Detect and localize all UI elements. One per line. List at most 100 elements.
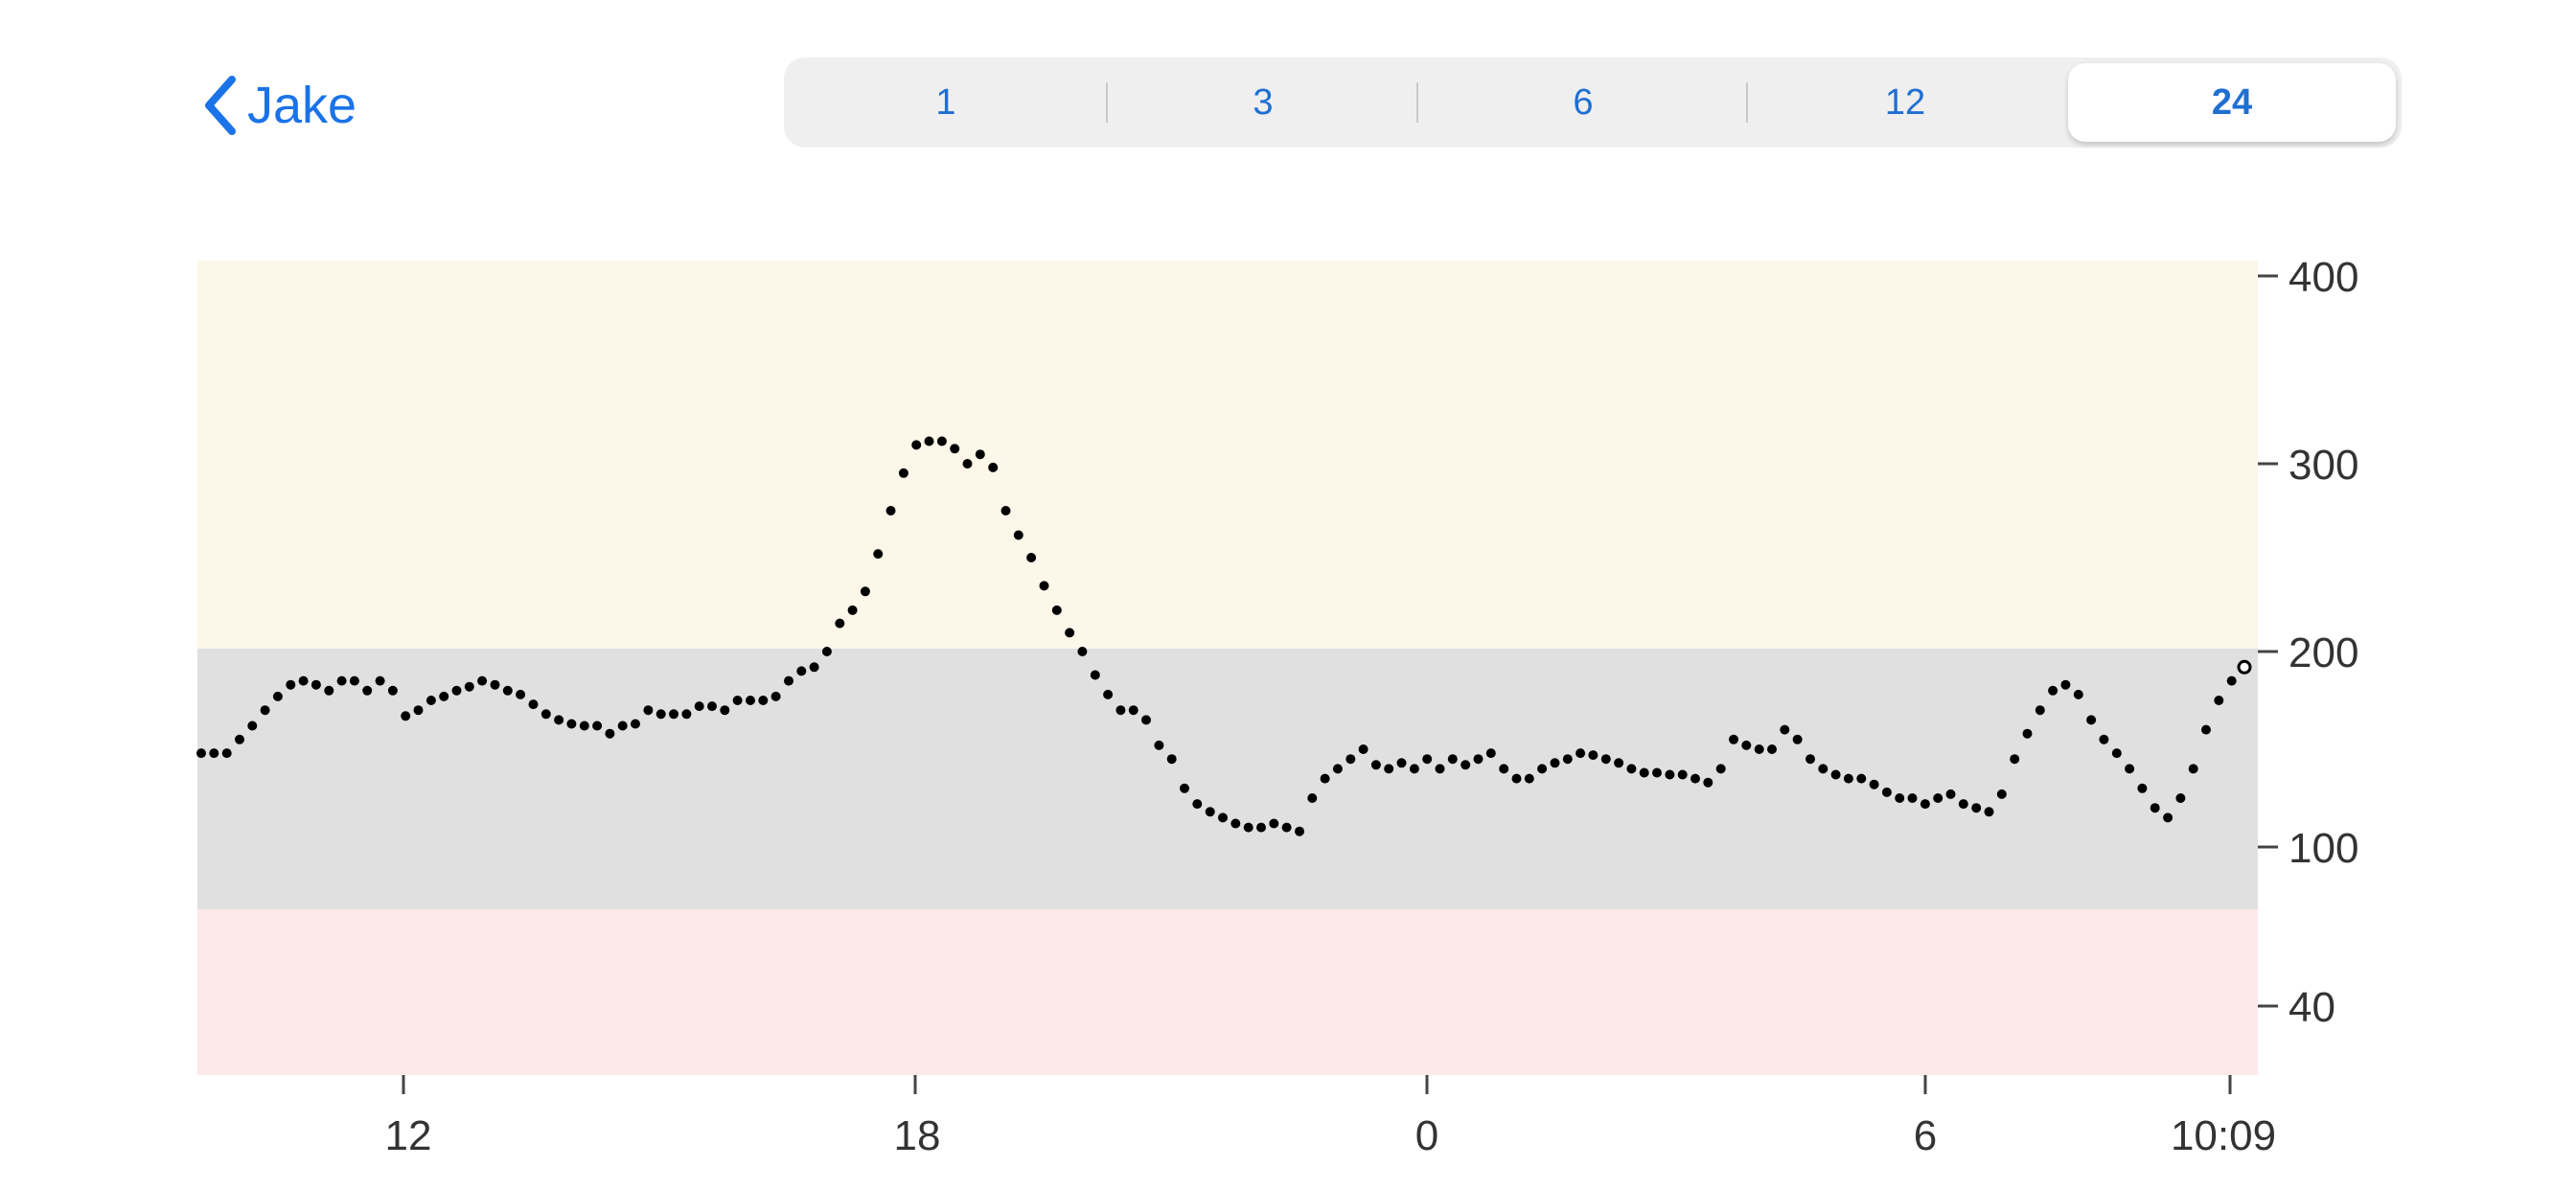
reading-point bbox=[1307, 793, 1318, 803]
back-button[interactable]: Jake bbox=[201, 69, 356, 142]
reading-point bbox=[516, 689, 526, 699]
reading-point bbox=[1754, 744, 1764, 754]
reading-point bbox=[1409, 764, 1419, 774]
reading-point bbox=[247, 721, 258, 731]
reading-point bbox=[490, 679, 500, 690]
reading-point bbox=[477, 675, 488, 686]
reading-point bbox=[1243, 822, 1254, 833]
reading-point bbox=[1741, 740, 1752, 750]
segment-6-hours[interactable]: 6 bbox=[1418, 57, 1748, 148]
reading-point bbox=[272, 691, 283, 701]
x-tick-label: 0 bbox=[1415, 1112, 1438, 1159]
reading-point bbox=[1154, 740, 1164, 750]
reading-point bbox=[1218, 812, 1228, 823]
reading-point bbox=[1384, 764, 1394, 774]
reading-point bbox=[1830, 769, 1841, 780]
reading-point bbox=[1051, 605, 1062, 615]
reading-point bbox=[464, 681, 474, 692]
segment-12-hours[interactable]: 12 bbox=[1884, 81, 1926, 123]
reading-point bbox=[784, 675, 794, 686]
reading-point bbox=[1511, 773, 1522, 784]
reading-point bbox=[1562, 754, 1573, 765]
reading-point bbox=[1065, 628, 1075, 638]
reading-point bbox=[2201, 724, 2211, 735]
reading-point bbox=[1626, 764, 1637, 774]
low-range-band bbox=[197, 909, 2258, 1075]
reading-point bbox=[1090, 670, 1100, 680]
reading-point bbox=[1537, 764, 1548, 774]
reading-point bbox=[426, 696, 436, 705]
reading-point bbox=[1103, 689, 1114, 699]
reading-point bbox=[681, 709, 692, 720]
reading-point bbox=[2035, 705, 2045, 716]
reading-point bbox=[2175, 793, 2186, 803]
reading-point bbox=[260, 705, 270, 716]
reading-point bbox=[732, 696, 743, 705]
reading-point bbox=[1026, 553, 1037, 562]
reading-point bbox=[2214, 696, 2224, 705]
glucose-readings bbox=[196, 436, 2252, 836]
reading-point bbox=[1269, 818, 1279, 829]
reading-point bbox=[1984, 807, 1994, 817]
reading-point bbox=[821, 647, 832, 656]
reading-point bbox=[1230, 818, 1241, 829]
reading-point bbox=[1447, 754, 1458, 765]
reading-point bbox=[2099, 734, 2109, 744]
reading-point bbox=[770, 691, 781, 701]
reading-point bbox=[540, 709, 551, 720]
reading-point bbox=[1435, 764, 1445, 774]
reading-point bbox=[1000, 506, 1011, 515]
reading-point bbox=[1767, 744, 1777, 754]
reading-point bbox=[1600, 754, 1611, 765]
reading-point bbox=[847, 605, 858, 615]
time-range-control[interactable]: 1 3 6 12 24 bbox=[784, 57, 2402, 148]
y-tick-label: 200 bbox=[2288, 629, 2358, 676]
reading-point bbox=[656, 709, 666, 720]
reading-point bbox=[758, 696, 769, 705]
reading-point bbox=[1996, 789, 2007, 799]
reading-point bbox=[2022, 728, 2033, 739]
reading-point bbox=[886, 506, 896, 515]
reading-point bbox=[936, 436, 947, 446]
reading-point bbox=[2137, 783, 2148, 793]
segment-3-hours[interactable]: 3 bbox=[1108, 57, 1418, 148]
reading-point bbox=[809, 662, 819, 673]
reading-point bbox=[1116, 705, 1126, 716]
reading-point bbox=[860, 586, 870, 597]
segment-1-hour[interactable]: 1 bbox=[784, 57, 1108, 148]
reading-point bbox=[1614, 758, 1624, 768]
reading-point bbox=[1665, 769, 1675, 780]
reading-point bbox=[528, 699, 539, 710]
x-tick-label: 12 bbox=[385, 1112, 432, 1159]
reading-point bbox=[2060, 679, 2071, 690]
reading-point bbox=[720, 705, 730, 716]
reading-point bbox=[1588, 750, 1598, 761]
x-tick-label: 6 bbox=[1914, 1112, 1937, 1159]
reading-point bbox=[911, 440, 922, 450]
reading-point bbox=[579, 721, 589, 731]
reading-point bbox=[1920, 799, 1930, 810]
reading-point bbox=[2188, 764, 2198, 774]
reading-point bbox=[413, 705, 424, 716]
reading-point bbox=[1192, 799, 1203, 810]
reading-point bbox=[1818, 764, 1828, 774]
x-tick-label: 10:09 bbox=[2171, 1112, 2276, 1159]
reading-point bbox=[1473, 754, 1484, 765]
reading-point bbox=[1806, 754, 1815, 765]
reading-point bbox=[387, 685, 398, 696]
segment-24-hours[interactable]: 24 bbox=[2068, 63, 2396, 142]
reading-point bbox=[502, 685, 513, 696]
reading-point bbox=[2086, 715, 2097, 725]
y-axis: 400 300 200 100 40 bbox=[2258, 254, 2358, 1031]
reading-point bbox=[1958, 799, 1968, 810]
reading-point bbox=[592, 721, 603, 731]
reading-point bbox=[669, 709, 678, 720]
reading-point bbox=[962, 459, 973, 469]
reading-point bbox=[1358, 744, 1368, 754]
reading-point bbox=[1295, 826, 1304, 836]
reading-point bbox=[1792, 734, 1803, 744]
reading-point bbox=[2010, 754, 2020, 765]
target-range-band bbox=[197, 649, 2258, 909]
reading-point bbox=[1485, 748, 1496, 759]
reading-point bbox=[1869, 779, 1879, 790]
